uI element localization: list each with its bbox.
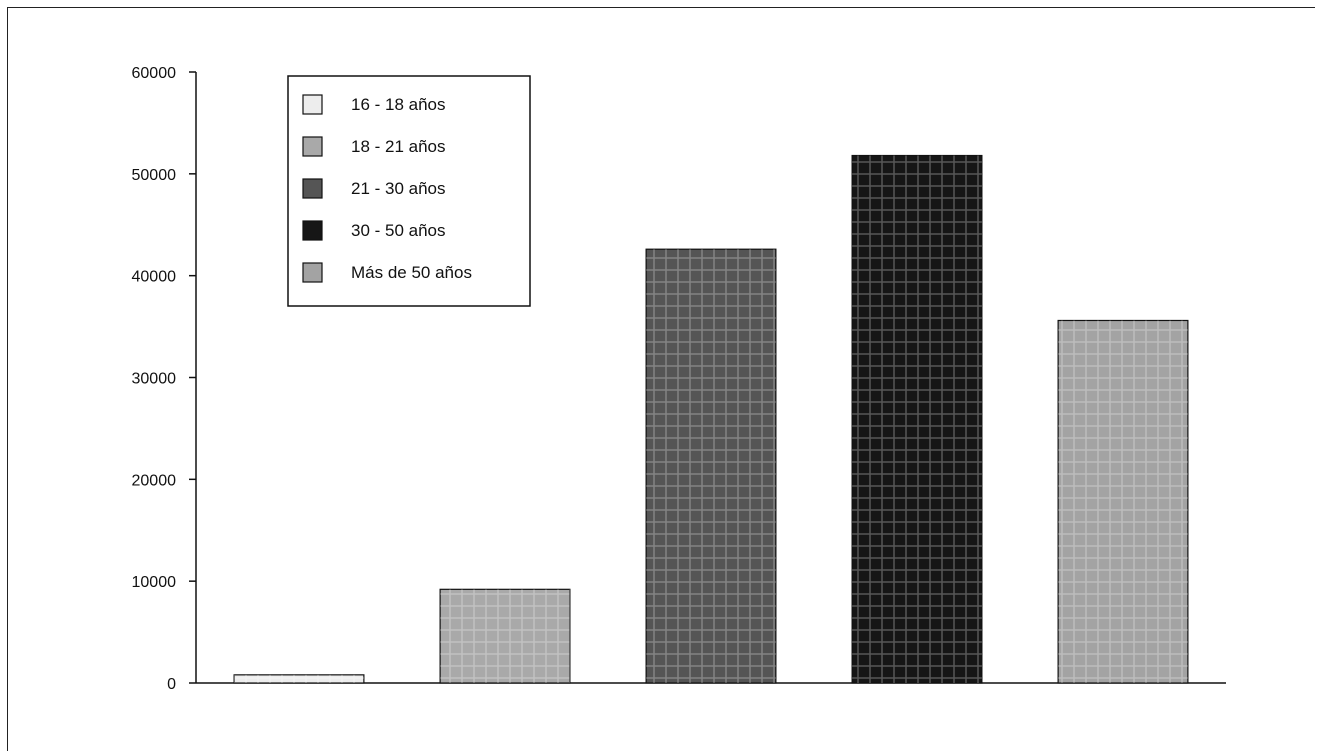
bar-1 (233, 674, 365, 684)
legend-label: 16 - 18 años (351, 95, 446, 114)
bar-texture (234, 674, 364, 683)
y-tick-label: 20000 (132, 472, 177, 489)
bar-5 (1057, 319, 1189, 684)
legend-label: 30 - 50 años (351, 221, 446, 240)
legend-swatch (302, 178, 323, 199)
legend-label: 21 - 30 años (351, 179, 446, 198)
legend-item: Más de 50 años (302, 262, 472, 283)
bars (233, 154, 1189, 684)
legend-swatch (302, 94, 323, 115)
y-tick-label: 0 (167, 676, 176, 693)
bar-texture (646, 249, 776, 683)
bar-texture (852, 155, 982, 684)
legend-label: Más de 50 años (351, 263, 472, 282)
legend-item: 16 - 18 años (302, 94, 446, 115)
y-tick-label: 10000 (132, 574, 177, 591)
chart-frame (7, 7, 1315, 751)
legend-box (287, 75, 531, 307)
bar-texture (440, 589, 570, 683)
legend-swatch (302, 262, 323, 283)
legend-item: 30 - 50 años (302, 220, 446, 241)
y-tick-label: 50000 (132, 167, 177, 184)
y-tick-label: 40000 (132, 269, 177, 286)
bar-4 (851, 154, 983, 684)
legend-swatch (302, 220, 323, 241)
legend-label: 18 - 21 años (351, 137, 446, 156)
y-tick-label: 30000 (132, 371, 177, 388)
y-tick-label: 60000 (132, 65, 177, 82)
legend-swatch (302, 136, 323, 157)
bar-texture (1058, 320, 1188, 683)
legend-item: 21 - 30 años (302, 178, 446, 199)
legend-item: 18 - 21 años (302, 136, 446, 157)
bar-2 (439, 588, 571, 684)
bar-3 (645, 248, 777, 684)
legend: 16 - 18 años 18 - 21 años 21 - 30 años 30 -… (287, 75, 531, 307)
